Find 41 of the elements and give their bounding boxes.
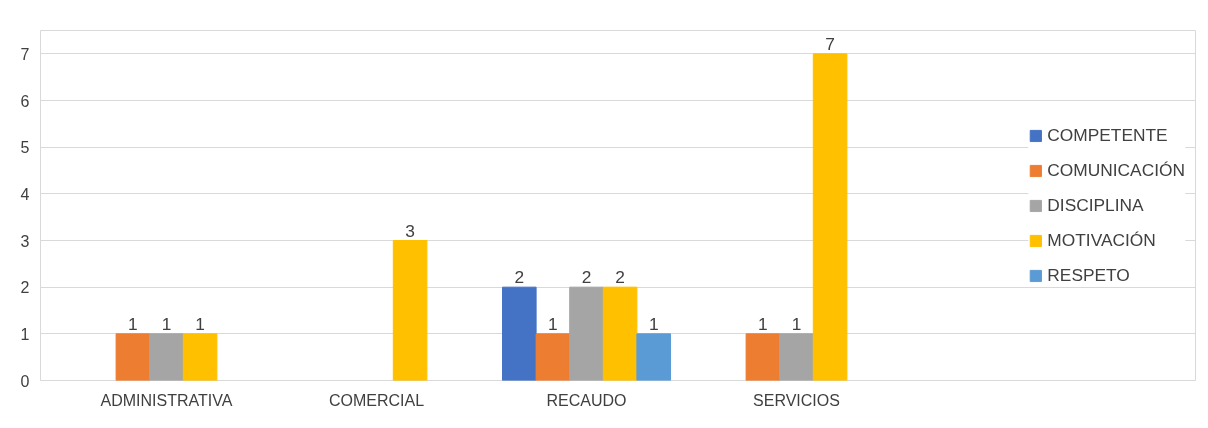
y-tick-label: 1 bbox=[20, 325, 30, 343]
data-label: 1 bbox=[128, 313, 138, 334]
y-tick-label: 2 bbox=[20, 279, 30, 297]
x-tick-label: SERVICIOS bbox=[753, 391, 840, 409]
bar bbox=[812, 53, 848, 381]
data-label: 1 bbox=[161, 313, 172, 334]
x-tick-label: RECAUDO bbox=[546, 391, 627, 409]
data-label: 2 bbox=[514, 267, 525, 288]
data-label: 7 bbox=[825, 33, 835, 54]
data-label: 3 bbox=[405, 220, 415, 241]
y-tick-label: 6 bbox=[20, 92, 30, 110]
y-tick-label: 5 bbox=[20, 139, 30, 157]
y-tick-label: 4 bbox=[20, 185, 30, 203]
y-tick-label: 3 bbox=[20, 232, 30, 250]
legend-label: RESPETO bbox=[1047, 264, 1130, 286]
legend-label: COMUNICACIÓN bbox=[1047, 159, 1185, 181]
bar bbox=[636, 333, 671, 381]
data-label: 1 bbox=[195, 313, 205, 334]
x-tick-label: COMERCIAL bbox=[328, 391, 425, 409]
bar bbox=[149, 333, 184, 381]
bar bbox=[392, 240, 428, 381]
data-label: 1 bbox=[648, 313, 659, 334]
bar bbox=[502, 286, 537, 381]
data-label: 1 bbox=[791, 313, 802, 334]
legend-label: MOTIVACIÓN bbox=[1047, 229, 1156, 251]
data-label: 1 bbox=[758, 313, 768, 334]
legend-label: COMPETENTE bbox=[1047, 124, 1168, 146]
bar bbox=[602, 286, 638, 381]
bar bbox=[115, 333, 151, 381]
data-label: 1 bbox=[548, 313, 558, 334]
legend-label: DISCIPLINA bbox=[1047, 194, 1144, 216]
bar bbox=[569, 286, 604, 381]
data-label: 2 bbox=[615, 267, 625, 288]
bar bbox=[745, 333, 781, 381]
bar bbox=[779, 333, 814, 381]
y-tick-label: 0 bbox=[20, 372, 30, 390]
data-label: 2 bbox=[581, 267, 592, 288]
y-tick-label: 7 bbox=[20, 45, 30, 63]
bar bbox=[182, 333, 218, 381]
x-tick-label: ADMINISTRATIVA bbox=[100, 391, 233, 409]
bar bbox=[535, 333, 571, 381]
